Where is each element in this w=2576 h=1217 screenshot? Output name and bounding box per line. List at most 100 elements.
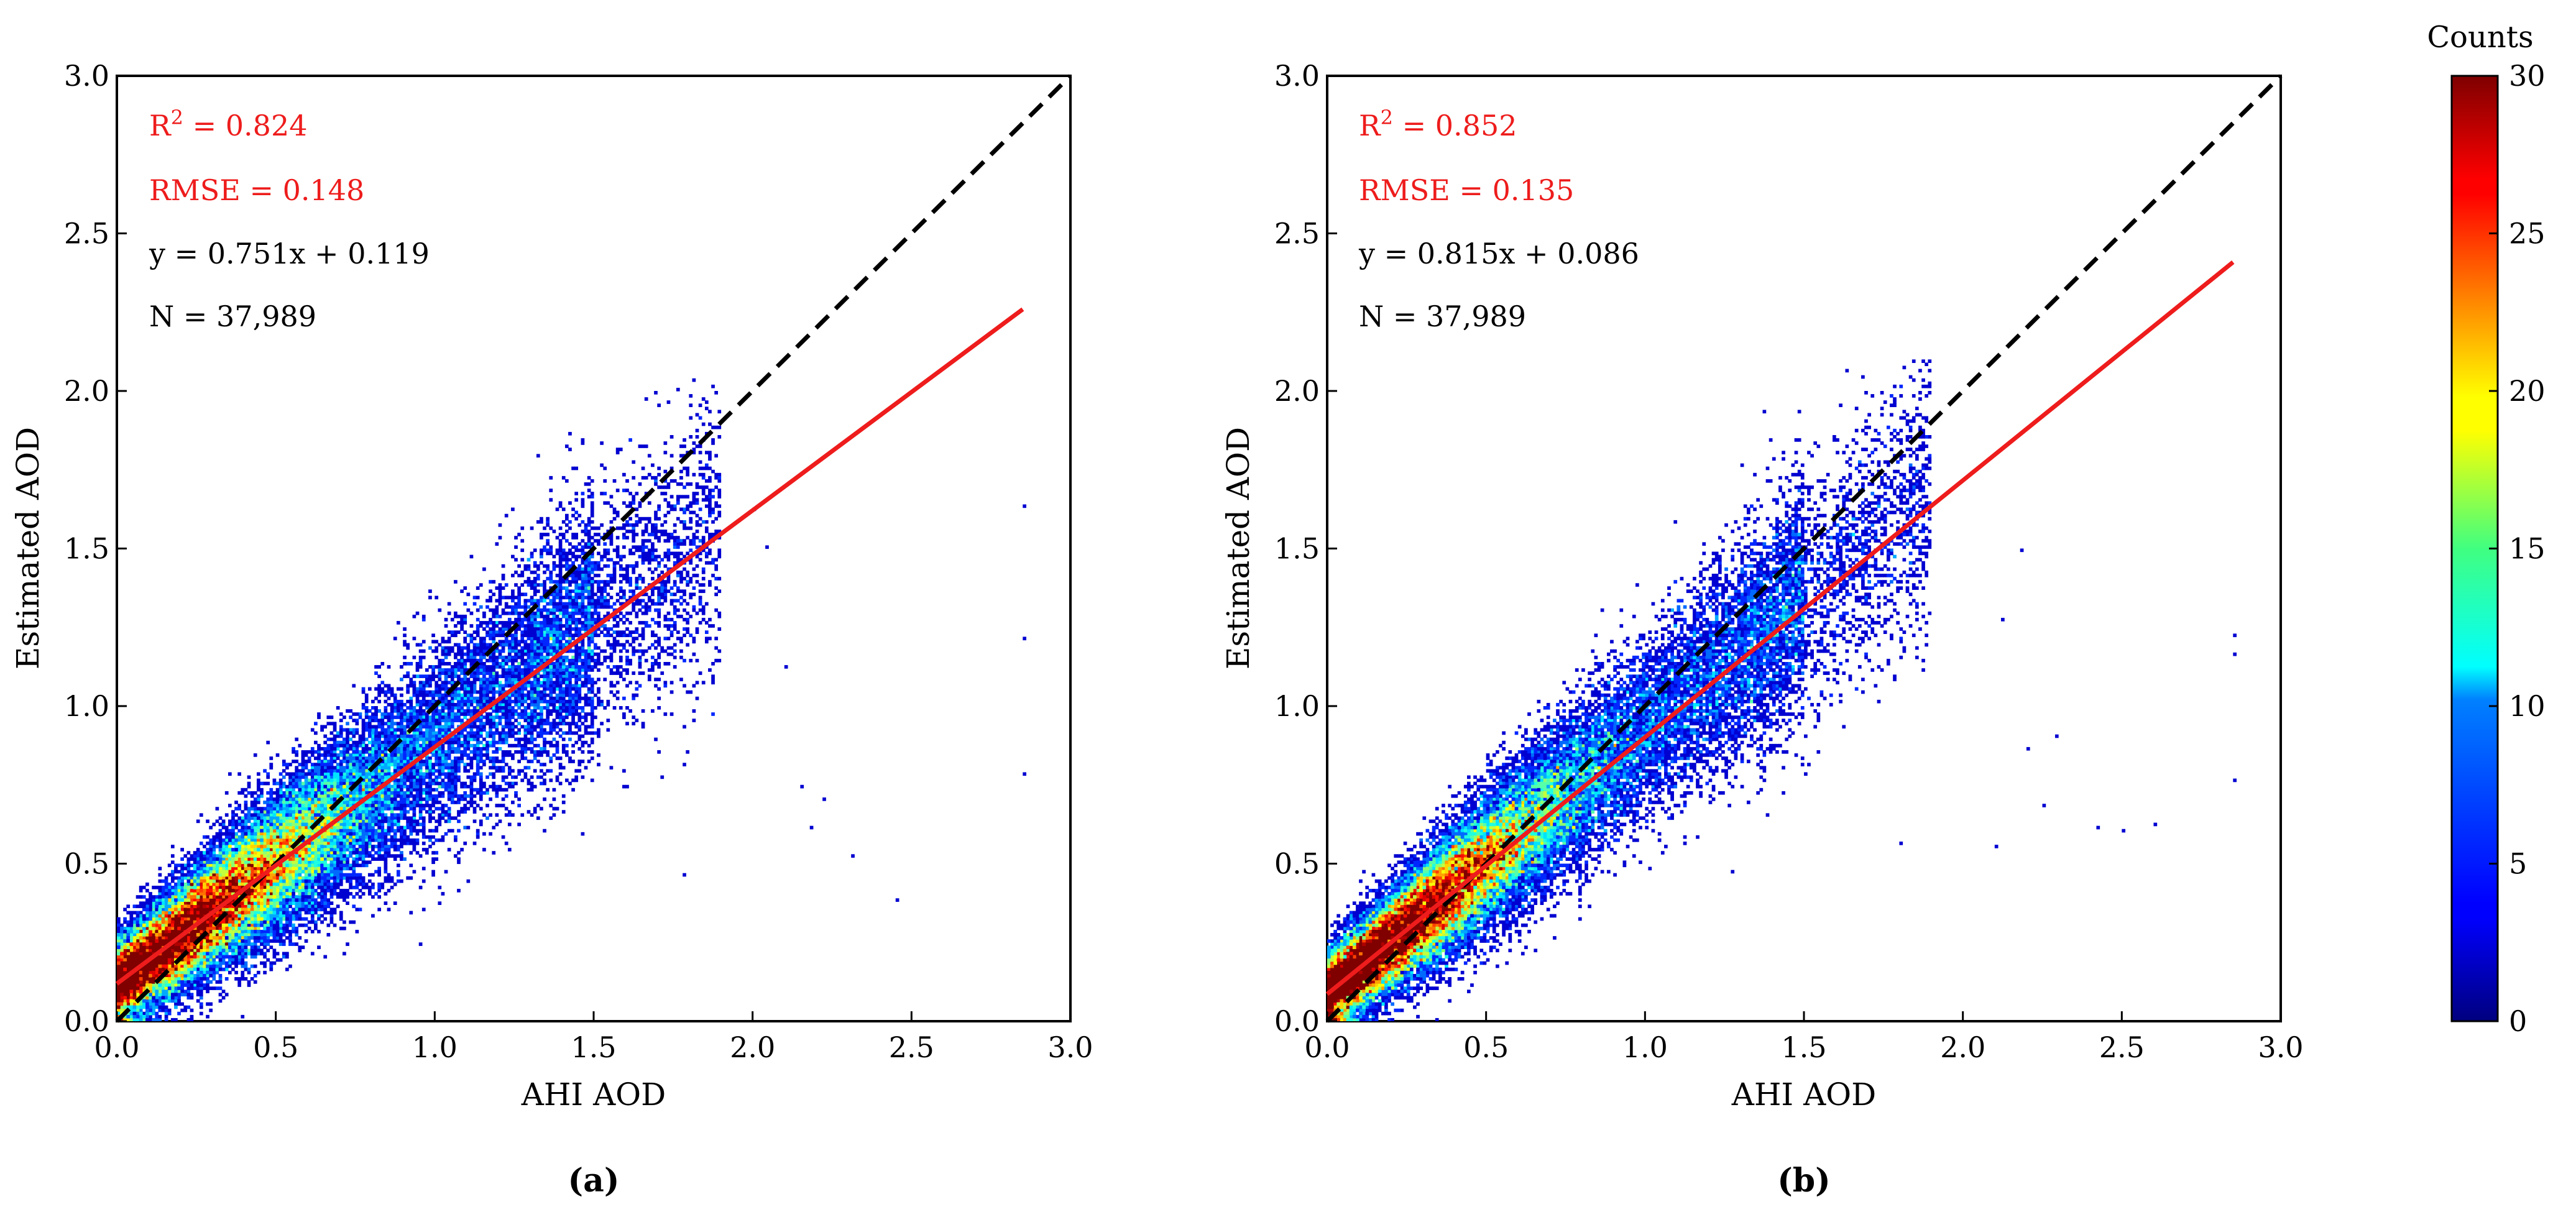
density-cell bbox=[241, 829, 245, 833]
density-cell bbox=[221, 848, 226, 852]
density-cell bbox=[329, 920, 334, 924]
density-cell bbox=[431, 709, 435, 713]
density-cell bbox=[594, 561, 597, 565]
density-cell bbox=[231, 857, 235, 861]
density-cell bbox=[292, 775, 295, 779]
density-cell bbox=[460, 797, 464, 801]
density-cell bbox=[326, 933, 331, 937]
density-cell bbox=[387, 737, 391, 742]
density-cell bbox=[298, 860, 302, 865]
density-cell bbox=[561, 794, 566, 798]
density-cell bbox=[511, 775, 515, 779]
density-cell bbox=[704, 504, 709, 508]
density-cell bbox=[561, 746, 566, 751]
density-cell bbox=[314, 778, 318, 783]
density-cell bbox=[234, 952, 238, 956]
density-cell bbox=[295, 760, 299, 763]
density-cell bbox=[155, 964, 159, 968]
density-cell bbox=[123, 1002, 127, 1006]
density-cell bbox=[206, 842, 209, 845]
density-cell bbox=[132, 936, 137, 940]
density-cell bbox=[152, 904, 155, 909]
density-cell bbox=[278, 870, 283, 874]
density-cell bbox=[263, 914, 267, 918]
density-cell bbox=[190, 933, 194, 937]
density-cell bbox=[155, 993, 159, 997]
density-cell bbox=[666, 652, 671, 656]
density-cell bbox=[215, 939, 219, 943]
density-cell bbox=[587, 658, 591, 663]
density-cell bbox=[590, 652, 594, 656]
density-cell bbox=[489, 621, 492, 625]
density-cell bbox=[263, 829, 267, 833]
density-cell bbox=[482, 722, 486, 726]
density-cell bbox=[292, 835, 295, 839]
density-cell bbox=[609, 627, 614, 631]
density-cell bbox=[314, 784, 318, 789]
density-cell bbox=[412, 743, 416, 748]
density-cell bbox=[692, 472, 696, 477]
density-cell bbox=[117, 920, 121, 924]
density-cell bbox=[215, 923, 219, 927]
density-cell bbox=[543, 618, 546, 622]
density-cell bbox=[393, 709, 397, 713]
density-cell bbox=[533, 677, 537, 682]
density-cell bbox=[612, 630, 617, 634]
density-cell bbox=[320, 797, 324, 801]
density-cell bbox=[564, 602, 569, 606]
density-cell bbox=[371, 775, 375, 779]
density-cell bbox=[673, 649, 677, 653]
density-cell bbox=[384, 879, 388, 883]
density-cell bbox=[374, 772, 378, 776]
density-cell bbox=[568, 627, 572, 631]
density-cell bbox=[295, 857, 299, 861]
density-cell bbox=[196, 917, 200, 921]
density-cell bbox=[132, 990, 137, 993]
density-cell bbox=[530, 614, 534, 618]
density-cell bbox=[594, 731, 597, 735]
density-cell bbox=[292, 819, 295, 824]
density-cell bbox=[256, 898, 260, 902]
density-cell bbox=[164, 980, 168, 984]
density-cell bbox=[454, 693, 458, 697]
density-cell bbox=[250, 870, 254, 874]
density-cell bbox=[260, 781, 264, 786]
density-cell bbox=[400, 791, 403, 795]
density-cell bbox=[177, 911, 181, 915]
density-cell bbox=[301, 870, 305, 874]
density-cell bbox=[581, 441, 585, 445]
density-cell bbox=[472, 753, 477, 757]
density-cell bbox=[320, 835, 324, 839]
density-cell bbox=[269, 756, 274, 760]
density-cell bbox=[349, 863, 352, 868]
density-cell bbox=[371, 788, 375, 792]
density-cell bbox=[683, 725, 686, 729]
density-cell bbox=[615, 696, 620, 700]
density-cell bbox=[282, 838, 286, 842]
density-cell bbox=[517, 687, 521, 691]
density-cell bbox=[384, 794, 388, 798]
density-cell bbox=[177, 892, 181, 896]
density-cell bbox=[266, 851, 270, 855]
density-cell bbox=[536, 674, 540, 678]
density-cell bbox=[304, 845, 308, 848]
density-cell bbox=[224, 904, 229, 909]
density-cell bbox=[520, 769, 525, 773]
density-cell bbox=[530, 781, 534, 786]
density-cell bbox=[326, 737, 331, 742]
density-cell bbox=[326, 901, 331, 906]
density-cell bbox=[425, 760, 429, 763]
density-cell bbox=[679, 539, 683, 543]
density-cell bbox=[371, 731, 375, 735]
density-cell bbox=[358, 863, 362, 868]
density-cell bbox=[241, 848, 245, 852]
density-cell bbox=[237, 955, 242, 959]
density-cell bbox=[498, 652, 502, 656]
density-cell bbox=[285, 885, 289, 889]
density-cell bbox=[384, 845, 388, 848]
density-cell bbox=[152, 898, 155, 902]
density-cell bbox=[333, 873, 337, 877]
density-cell bbox=[288, 964, 292, 968]
density-cell bbox=[314, 788, 318, 792]
density-cell bbox=[307, 778, 311, 783]
